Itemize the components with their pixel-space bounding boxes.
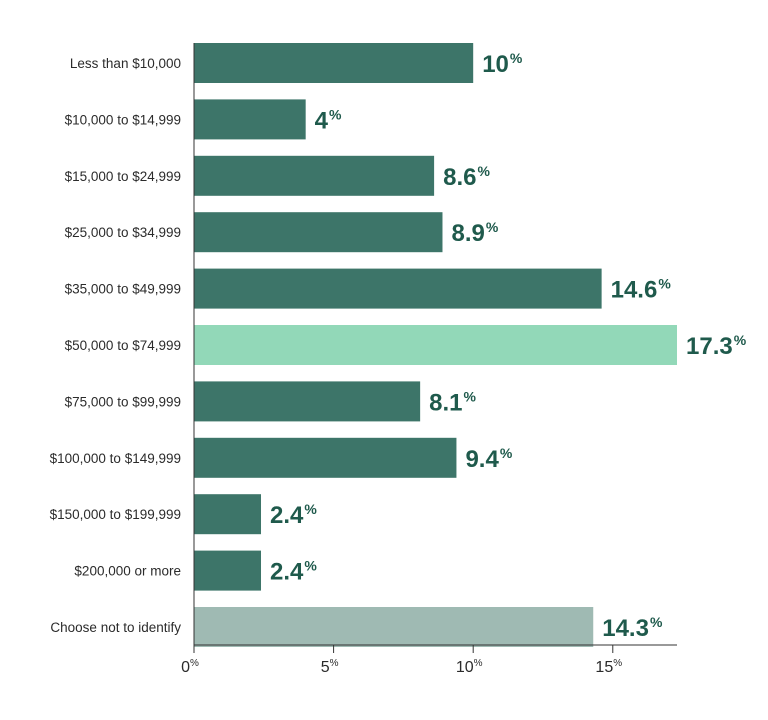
value-label: 14.3% xyxy=(602,614,663,642)
value-label-number: 8.1 xyxy=(429,389,462,416)
category-label: $10,000 to $14,999 xyxy=(65,112,181,127)
category-labels-layer: Less than $10,000 $10,000 to $14,999 $15,0… xyxy=(50,56,182,635)
value-label-number: 9.4 xyxy=(465,446,499,473)
value-label-number: 14.6 xyxy=(611,277,658,304)
category-label: $150,000 to $199,999 xyxy=(50,507,181,522)
value-label-percent: % xyxy=(304,501,317,517)
bars-layer xyxy=(194,43,677,647)
bar xyxy=(194,325,677,365)
value-label-percent: % xyxy=(304,558,317,574)
x-tick-label: 5% xyxy=(321,658,339,676)
x-tick-label: 10% xyxy=(456,658,483,676)
x-tick-number: 5 xyxy=(321,659,330,676)
bar xyxy=(194,268,602,309)
x-tick-number: 10 xyxy=(456,659,474,676)
value-label-percent: % xyxy=(464,388,477,404)
value-label-percent: % xyxy=(500,445,513,461)
category-label: $50,000 to $74,999 xyxy=(65,338,181,353)
value-label: 10% xyxy=(482,50,523,78)
value-label-percent: % xyxy=(329,106,342,122)
x-axis: 0% 5% 10% 15% xyxy=(181,43,677,676)
value-label-percent: % xyxy=(650,614,663,630)
x-tick-label: 15% xyxy=(595,658,622,676)
value-label: 9.4% xyxy=(465,445,512,473)
x-tick-percent: % xyxy=(190,658,199,669)
value-label: 8.6% xyxy=(443,163,490,191)
category-label: $35,000 to $49,999 xyxy=(65,282,181,297)
value-label-number: 2.4 xyxy=(270,559,304,586)
value-label-number: 17.3 xyxy=(686,333,733,360)
bar xyxy=(194,43,474,83)
bar xyxy=(194,550,262,591)
value-label-number: 10 xyxy=(482,51,509,78)
value-label-percent: % xyxy=(658,276,671,292)
value-label-number: 4 xyxy=(315,107,329,134)
x-tick-number: 0 xyxy=(181,659,190,676)
category-label: $100,000 to $149,999 xyxy=(50,451,181,466)
category-label: Choose not to identify xyxy=(50,620,181,635)
category-label: $15,000 to $24,999 xyxy=(65,169,181,184)
bar xyxy=(194,437,457,478)
value-label-number: 8.6 xyxy=(443,164,476,191)
x-tick-percent: % xyxy=(474,658,483,669)
bar xyxy=(194,99,306,140)
value-label-number: 14.3 xyxy=(602,615,649,642)
category-label: $75,000 to $99,999 xyxy=(65,394,181,409)
bar xyxy=(194,155,435,196)
value-label: 17.3% xyxy=(686,332,747,360)
value-label-number: 2.4 xyxy=(270,502,304,529)
bar xyxy=(194,381,421,422)
x-tick-number: 15 xyxy=(595,659,613,676)
bar xyxy=(194,212,443,253)
value-label: 14.6% xyxy=(611,276,672,304)
value-label: 8.1% xyxy=(429,388,476,416)
category-label: Less than $10,000 xyxy=(70,56,181,71)
x-tick-label: 0% xyxy=(181,658,199,676)
bar xyxy=(194,494,262,535)
category-label: $25,000 to $34,999 xyxy=(65,225,181,240)
value-label-percent: % xyxy=(510,50,523,66)
value-label-percent: % xyxy=(477,163,490,179)
value-label: 8.9% xyxy=(451,219,498,247)
category-label: $200,000 or more xyxy=(74,564,181,579)
value-label: 2.4% xyxy=(270,558,317,586)
value-label-percent: % xyxy=(734,332,747,348)
bar xyxy=(194,607,594,647)
value-label: 2.4% xyxy=(270,501,317,529)
x-tick-percent: % xyxy=(613,658,622,669)
value-label-number: 8.9 xyxy=(451,220,484,247)
value-label: 4% xyxy=(315,106,342,134)
value-label-percent: % xyxy=(486,219,499,235)
value-labels-layer: 10%4%8.6%8.9%14.6%17.3%8.1%9.4%2.4%2.4%1… xyxy=(270,50,747,642)
x-tick-percent: % xyxy=(330,658,339,669)
